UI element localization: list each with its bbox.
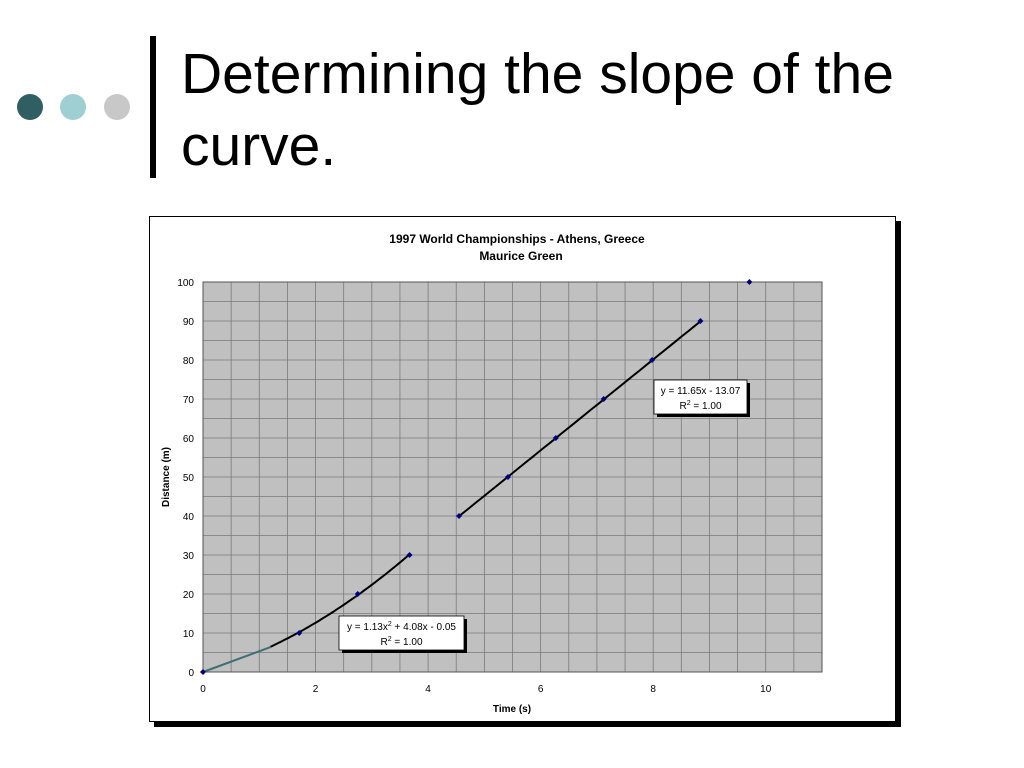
equation-box [338,615,465,651]
data-point [600,396,607,402]
equation-box-linear: y = 11.65x - 13.07 R2 = 1.00 [653,379,750,417]
y-tick-label: 40 [183,512,195,523]
slide-title: Determining the slope of the curve. [181,42,894,178]
trend-lines [202,320,702,673]
y-tick-label: 0 [188,668,194,679]
data-point [406,552,413,558]
x-tick-label: 8 [650,684,656,695]
y-tick-label: 50 [183,473,195,484]
r-squared-text: R2 = 1.00 [381,636,423,648]
y-axis-label: Distance (m) [161,447,172,507]
title-divider [150,36,156,178]
y-tick-label: 90 [183,317,195,328]
data-point [697,318,704,324]
equation-text: y = 1.13x2 + 4.08x - 0.05 [347,621,456,633]
data-point [504,474,511,480]
r-squared-text: R2 = 1.00 [680,400,722,412]
x-tick-label: 2 [313,684,319,695]
trendline-1 [270,553,411,648]
y-tick-label: 20 [183,590,195,601]
x-tick-label: 4 [425,684,431,695]
equation-text: y = 11.65x - 13.07 [661,386,741,397]
x-tick-label: 10 [760,684,772,695]
plot-area [202,281,823,673]
y-tick-label: 70 [183,395,195,406]
equation-box [653,379,748,415]
axis-ticks: 0 10 20 30 40 50 60 70 80 90 100 0 2 4 6 8 10 [177,278,771,695]
data-point [200,669,206,675]
x-tick-label: 0 [200,684,206,695]
y-tick-label: 10 [183,629,195,640]
x-axis-label: Time (s) [493,704,531,715]
data-point [354,591,361,597]
trendline-2 [458,320,702,517]
data-point [649,357,656,363]
y-tick-label: 100 [177,278,194,289]
data-point [296,630,303,636]
y-tick-label: 60 [183,434,195,445]
data-points [200,279,753,675]
x-tick-label: 6 [538,684,544,695]
data-point [552,435,559,441]
initial-segment-line [202,646,271,673]
data-point [456,513,463,519]
chart-subtitle: Maurice Green [479,249,562,263]
y-tick-label: 30 [183,551,195,562]
bullet-dot-dark [17,94,43,120]
plot-border [202,281,823,673]
data-point [746,279,753,285]
equation-box-polynomial: y = 1.13x2 + 4.08x - 0.05 R2 = 1.00 [338,615,467,653]
chart-title: 1997 World Championships - Athens, Greec… [389,232,645,246]
y-tick-label: 80 [183,356,195,367]
bullet-dot-gray [104,94,130,120]
bullet-dot-light [60,94,86,120]
